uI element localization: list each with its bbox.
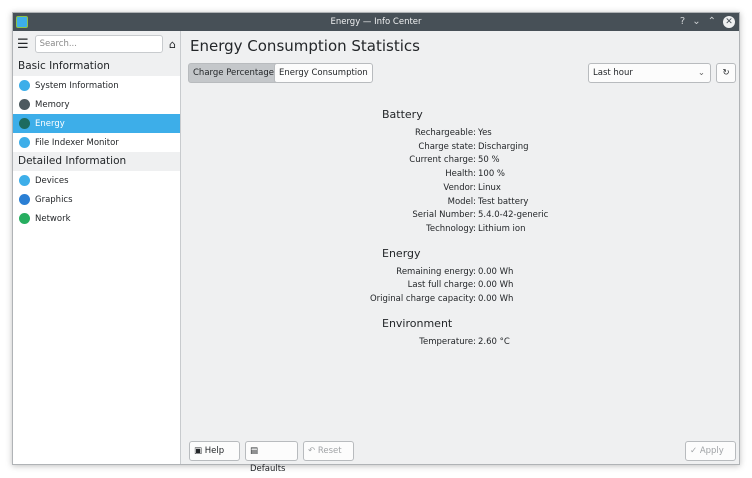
help-icon[interactable]: ?	[679, 16, 686, 27]
file-indexer-icon	[19, 137, 30, 148]
network-icon	[19, 213, 30, 224]
refresh-button[interactable]: ↻	[716, 63, 736, 83]
info-label: Vendor:	[443, 182, 476, 193]
info-label: Temperature:	[419, 336, 476, 347]
info-value: 2.60 °C	[478, 336, 510, 347]
sidebar-item-devices[interactable]: Devices	[13, 171, 180, 190]
sidebar-item-label: Network	[35, 213, 71, 224]
info-row: Current charge: 50 %	[182, 155, 739, 168]
close-icon[interactable]: ✕	[723, 16, 735, 28]
info-value: Lithium ion	[478, 223, 526, 234]
info-value: 100 %	[478, 169, 506, 180]
title-bar: Energy — Info Center ? ⌄ ⌃ ✕	[13, 13, 739, 31]
memory-icon	[19, 99, 30, 110]
sidebar-item-memory[interactable]: Memory	[13, 95, 180, 114]
period-value: Last hour	[593, 68, 633, 78]
app-icon	[16, 16, 28, 28]
info-row: Model: Test battery	[182, 197, 739, 210]
refresh-icon: ↻	[722, 68, 730, 78]
info-value: Linux	[478, 182, 501, 193]
info-label: Technology:	[426, 223, 476, 234]
sidebar-item-energy[interactable]: Energy	[13, 114, 180, 133]
sidebar-item-graphics[interactable]: Graphics	[13, 190, 180, 209]
devices-icon	[19, 175, 30, 186]
sidebar-item-label: Devices	[35, 175, 69, 186]
main-panel: Energy Consumption Statistics Charge Per…	[182, 31, 739, 474]
info-icon	[19, 80, 30, 91]
info-row: Last full charge: 0.00 Wh	[182, 280, 739, 293]
sidebar-item-label: File Indexer Monitor	[35, 137, 119, 148]
period-select[interactable]: Last hour ⌄	[588, 63, 711, 83]
info-label: Rechargeable:	[414, 128, 476, 138]
info-label: Health:	[445, 169, 476, 180]
maximize-icon[interactable]: ⌃	[707, 16, 716, 27]
sidebar-item-label: Energy	[35, 118, 65, 129]
info-row: Remaining energy: 0.00 Wh	[182, 267, 739, 280]
info-label: Model:	[447, 196, 476, 207]
sidebar-item-label: Graphics	[35, 194, 73, 205]
document-icon: ▤	[250, 446, 259, 456]
sidebar-item-network[interactable]: Network	[13, 209, 180, 228]
info-label: Serial Number:	[412, 210, 476, 221]
info-row: Temperature: 2.60 °C	[182, 337, 739, 350]
info-label: Remaining energy:	[396, 266, 476, 277]
tab-energy-consumption[interactable]: Energy Consumption	[274, 63, 373, 83]
info-row: Technology: Lithium ion	[182, 224, 739, 237]
page-title: Energy Consumption Statistics	[190, 37, 420, 55]
info-value: 50 %	[478, 155, 500, 166]
minimize-icon[interactable]: ⌄	[692, 16, 701, 27]
section-title: Environment	[382, 316, 453, 330]
sidebar-item-label: System Information	[35, 80, 119, 91]
sidebar-item-label: Memory	[35, 99, 70, 110]
home-icon[interactable]: ⌂	[169, 37, 176, 51]
info-value: Test battery	[478, 196, 529, 207]
hamburger-menu-icon[interactable]: ☰	[17, 36, 29, 52]
help-book-icon: ▣	[194, 446, 205, 456]
sidebar-item-system-information[interactable]: System Information	[13, 76, 180, 95]
sidebar-category: Detailed Information	[13, 152, 180, 171]
apply-button[interactable]: ✓ Apply	[685, 441, 736, 461]
info-label: Original charge capacity:	[369, 294, 476, 304]
help-button[interactable]: ▣ Help	[189, 441, 240, 461]
sidebar-category: Basic Information	[13, 57, 180, 76]
undo-icon: ↶	[308, 446, 318, 456]
info-value: 0.00 Wh	[478, 280, 514, 291]
info-label: Last full charge:	[407, 280, 476, 291]
check-icon: ✓	[690, 446, 700, 456]
info-label: Current charge:	[409, 155, 476, 166]
defaults-button[interactable]: ▤ Defaults	[245, 441, 298, 474]
energy-icon	[19, 118, 30, 129]
section-title: Energy	[382, 246, 421, 260]
graphics-icon	[19, 194, 30, 205]
info-label: Charge state:	[418, 141, 476, 152]
tab-charge-percentage[interactable]: Charge Percentage	[188, 63, 280, 83]
info-row: Serial Number: 5.4.0-42-generic	[182, 210, 739, 223]
info-value: 0.00 Wh	[478, 266, 514, 277]
info-value: Discharging	[478, 141, 529, 152]
chevron-down-icon: ⌄	[697, 68, 705, 78]
sidebar-item-file-indexer-monitor[interactable]: File Indexer Monitor	[13, 133, 180, 152]
window-title: Energy — Info Center	[330, 17, 422, 27]
info-value: 5.4.0-42-generic	[478, 210, 549, 221]
section-title: Battery	[382, 108, 423, 121]
reset-button[interactable]: ↶ Reset	[303, 441, 354, 461]
info-row: Original charge capacity: 0.00 Wh	[182, 294, 739, 307]
info-center-window: Energy — Info Center ? ⌄ ⌃ ✕ ☰ Search...…	[12, 12, 740, 474]
sidebar: ☰ Search... ⌂ Basic Information System In…	[13, 31, 181, 464]
info-row: Health: 100 %	[182, 169, 739, 182]
search-input[interactable]: Search...	[34, 35, 164, 53]
info-value: Yes	[478, 128, 492, 138]
info-row: Rechargeable: Yes	[182, 128, 739, 141]
info-row: Vendor: Linux	[182, 183, 739, 196]
info-value: 0.00 Wh	[478, 294, 514, 304]
info-row: Charge state: Discharging	[182, 142, 739, 155]
